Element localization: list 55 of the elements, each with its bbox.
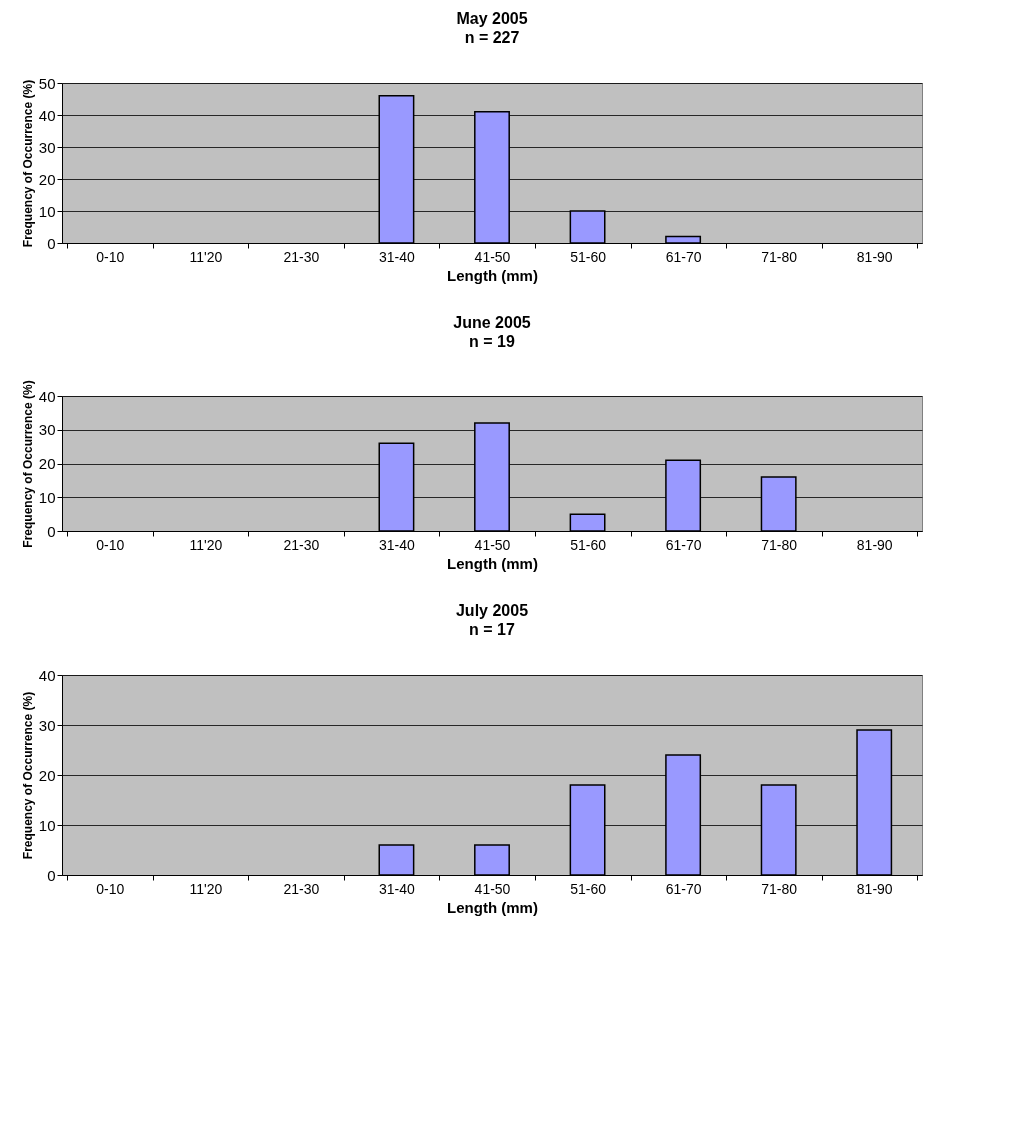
y-tick-label: 10: [38, 488, 56, 506]
x-tick-label: 11'20: [189, 248, 223, 265]
x-tick-label: 11'20: [189, 880, 223, 897]
y-tick-label: 40: [38, 387, 56, 405]
x-tick-label: 71-80: [761, 536, 798, 553]
x-tick-label: 41-50: [474, 248, 511, 265]
x-tick-label: 51-60: [570, 880, 607, 897]
y-axis-title: Frequency of Occurrence (%): [20, 691, 35, 860]
x-tick-label: 51-60: [570, 536, 607, 553]
y-tick-label: 40: [38, 666, 56, 684]
y-tick-label: 0: [47, 234, 56, 252]
y-tick-label: 30: [38, 421, 56, 439]
x-tick-label: 81-90: [856, 248, 893, 265]
x-axis-title: Length (mm): [447, 898, 538, 916]
y-axis-title: Frequency of Occurrence (%): [20, 79, 35, 248]
y-tick-label: 30: [38, 138, 56, 156]
x-tick-label: 21-30: [283, 536, 320, 553]
chart-subtitle: n = 19: [469, 332, 515, 350]
chart-title: May 2005: [456, 10, 528, 27]
x-tick-label: 0-10: [96, 248, 125, 265]
x-axis-title: Length (mm): [447, 266, 538, 284]
x-tick-label: 71-80: [761, 248, 798, 265]
x-tick-label: 0-10: [96, 880, 125, 897]
x-axis-title: Length (mm): [447, 554, 538, 572]
x-tick-label: 31-40: [379, 248, 416, 265]
y-tick-label: 10: [38, 202, 56, 220]
x-tick-label: 31-40: [379, 880, 416, 897]
y-tick-label: 10: [38, 816, 56, 834]
y-tick-label: 20: [38, 170, 56, 188]
x-tick-label: 61-70: [665, 248, 702, 265]
x-tick-label: 11'20: [189, 536, 223, 553]
chart-subtitle: n = 227: [464, 29, 520, 46]
y-tick-label: 0: [47, 522, 56, 540]
x-tick-label: 21-30: [283, 248, 320, 265]
chart-title: July 2005: [455, 602, 529, 619]
x-tick-label: 81-90: [856, 880, 893, 897]
y-tick-label: 50: [38, 74, 56, 92]
x-tick-label: 0-10: [96, 536, 125, 553]
x-tick-label: 21-30: [283, 880, 320, 897]
x-tick-label: 41-50: [474, 880, 511, 897]
chart-title: June 2005: [453, 313, 531, 331]
x-tick-label: 81-90: [856, 536, 893, 553]
y-tick-label: 20: [38, 766, 56, 784]
x-tick-label: 71-80: [761, 880, 798, 897]
x-tick-label: 41-50: [474, 536, 511, 553]
y-tick-label: 20: [38, 455, 56, 472]
y-tick-label: 30: [38, 716, 56, 734]
x-tick-label: 31-40: [379, 536, 416, 553]
x-tick-label: 61-70: [665, 880, 702, 897]
x-tick-label: 51-60: [570, 248, 607, 265]
y-tick-label: 40: [38, 106, 56, 124]
y-tick-label: 0: [47, 866, 56, 884]
chart-subtitle: n = 17: [469, 621, 515, 638]
x-tick-label: 61-70: [665, 536, 702, 553]
y-axis-title: Frequency of Occurrence (%): [20, 380, 35, 548]
